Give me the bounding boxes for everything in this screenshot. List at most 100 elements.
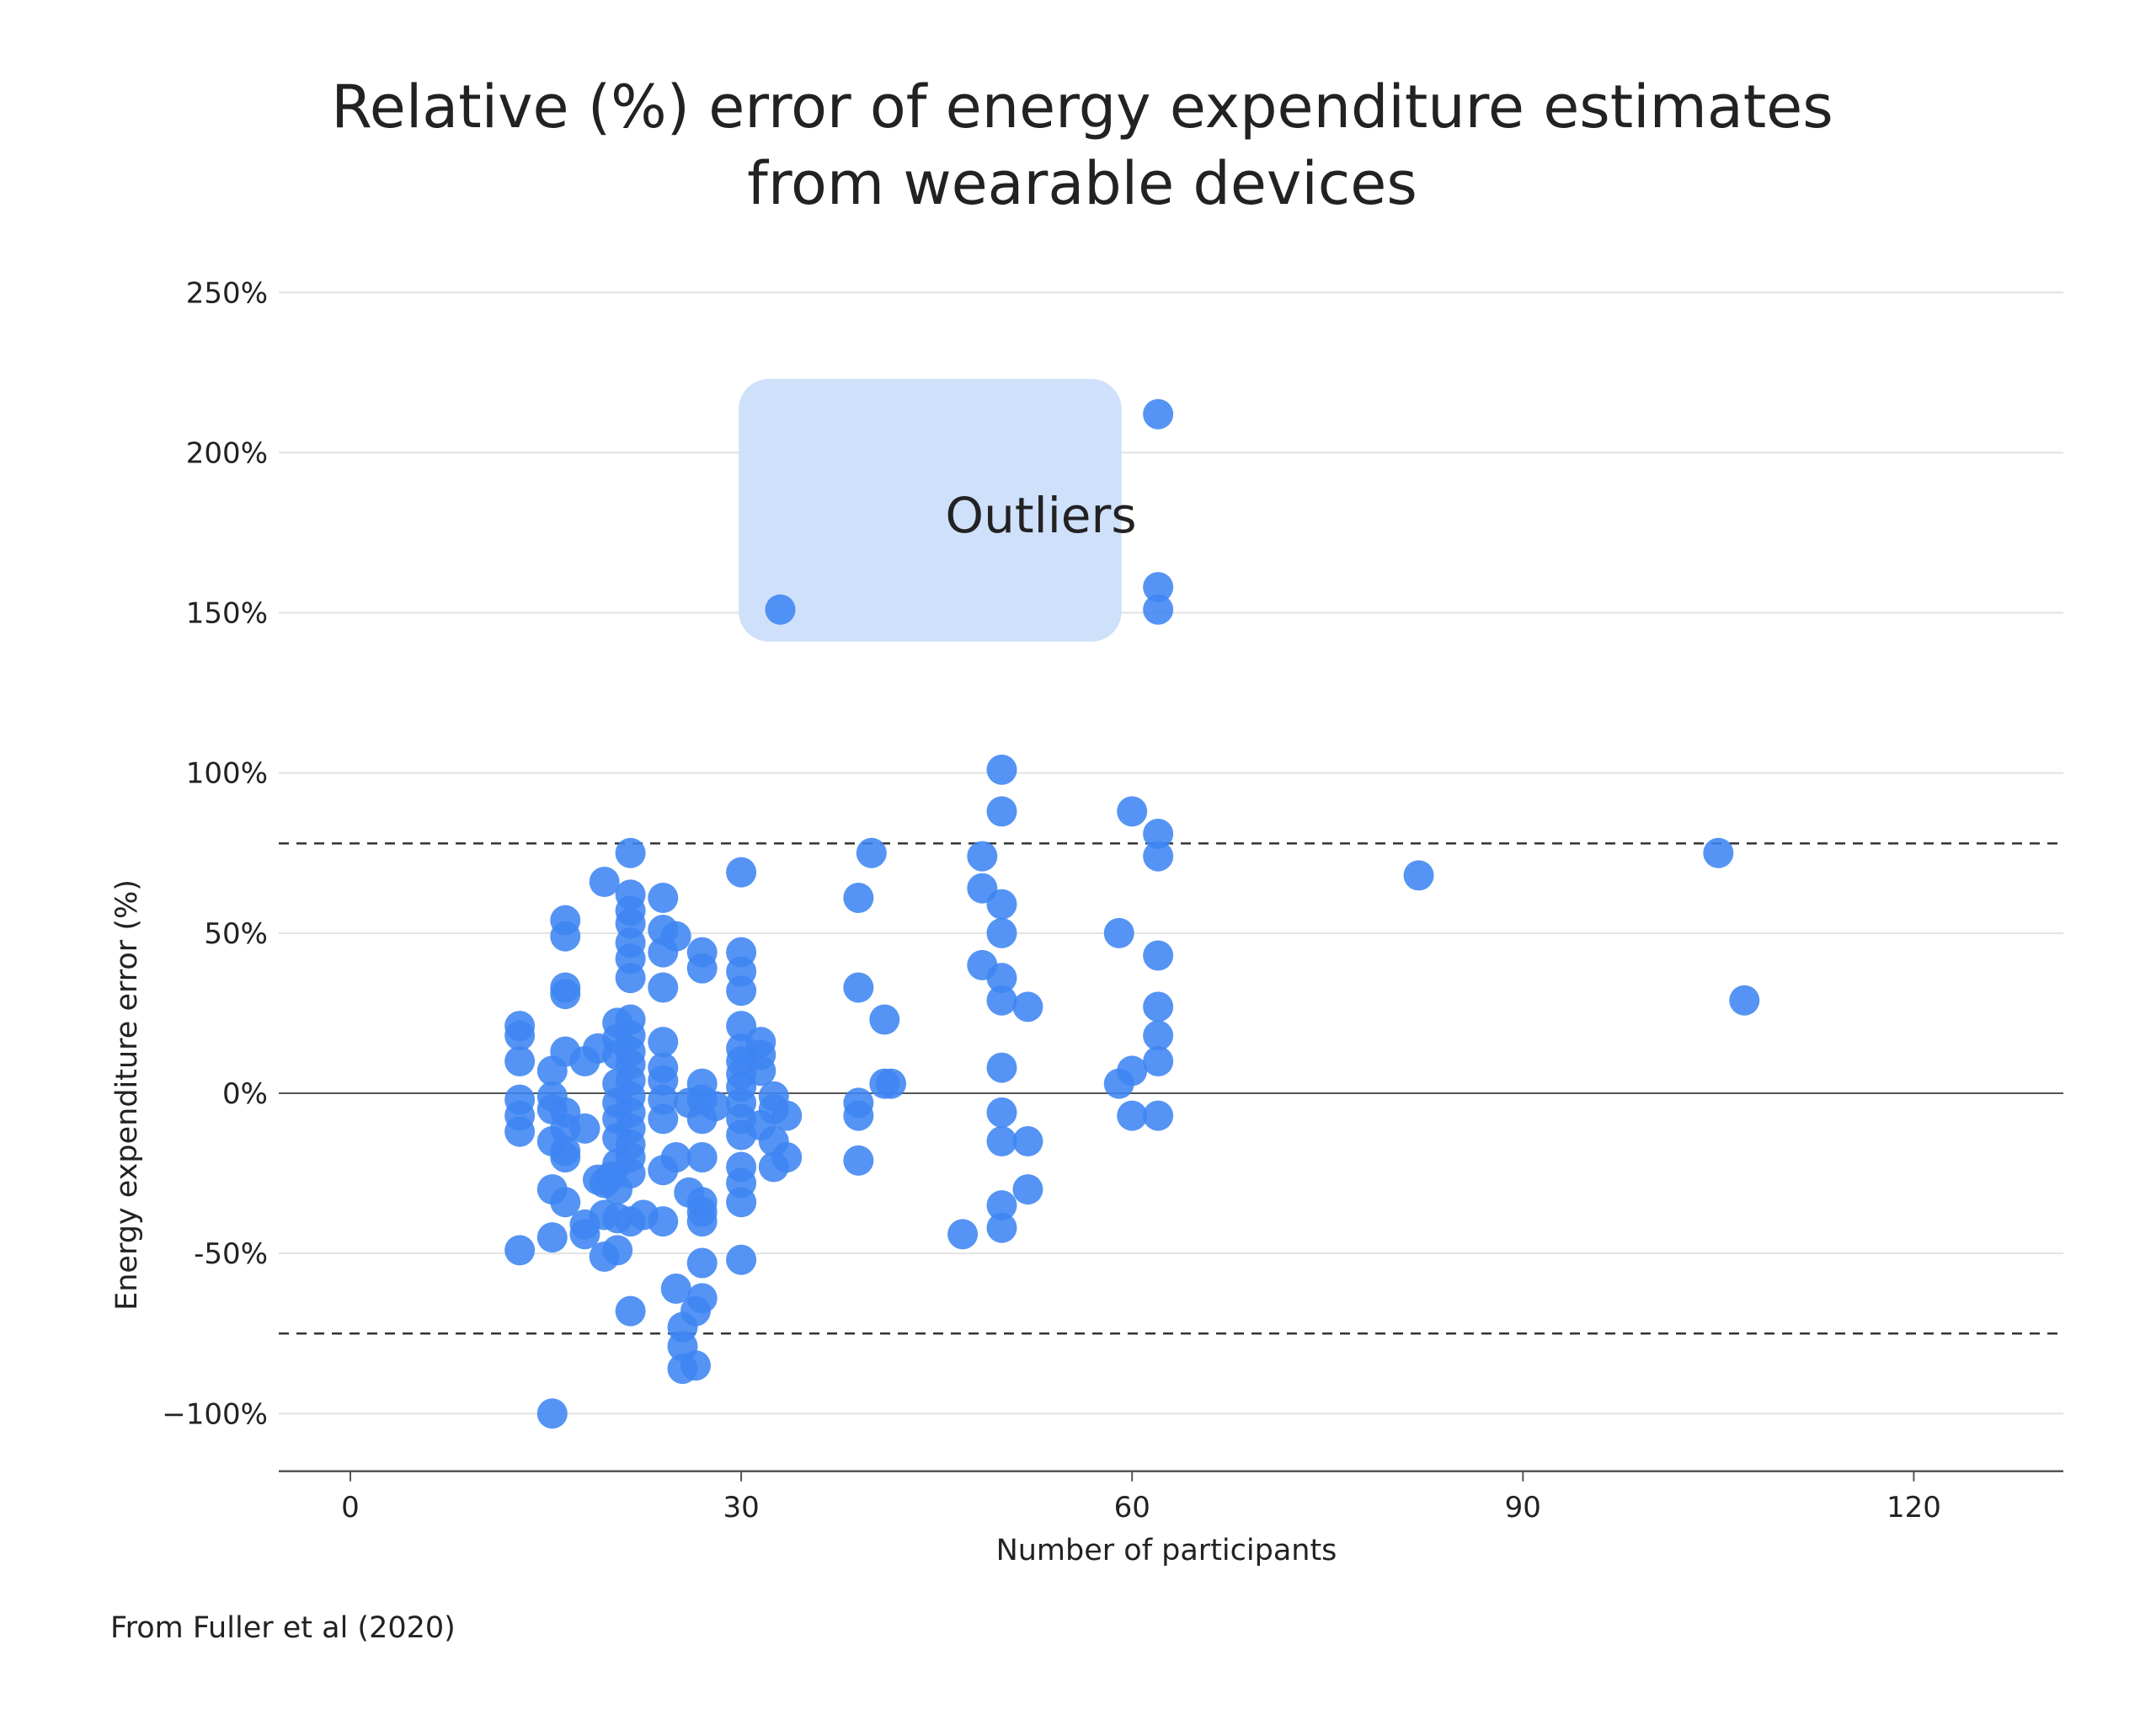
data-point [1103,917,1134,948]
chart-title-line-1: Relative (%) error of energy expenditure… [331,72,1833,141]
data-point [569,1219,600,1250]
y-axis-label: Energy expenditure error (%) [110,879,144,1311]
data-point [660,921,691,952]
data-point [536,1398,568,1429]
data-point [726,1187,757,1218]
x-tick-label: 30 [723,1491,759,1524]
data-point [648,883,679,914]
data-point [648,1103,679,1135]
data-point [504,1045,536,1076]
data-point [1143,1020,1174,1051]
data-point [1143,1100,1174,1131]
data-point [986,796,1017,827]
data-point [569,1113,600,1144]
y-tick-label: 150% [186,597,268,631]
data-point [771,1100,803,1131]
data-point [986,1052,1017,1083]
data-point [1143,841,1174,872]
data-points [504,398,1760,1429]
data-point [1143,572,1174,603]
data-point [615,963,646,994]
data-point [615,837,646,868]
data-point [843,1145,874,1176]
data-point [726,1244,757,1275]
data-point [1729,985,1760,1016]
data-point [1143,398,1174,430]
data-point [1117,796,1148,827]
data-point [615,1295,646,1327]
x-axis-ticks: 0 30 60 90 120 [341,1471,1941,1524]
y-tick-label: 200% [186,436,268,470]
data-point [765,594,796,625]
data-point [843,883,874,914]
data-point [986,917,1017,948]
data-point [602,1235,633,1266]
source-note: From Fuller et al (2020) [110,1611,456,1645]
data-point [648,1206,679,1237]
data-point [869,1004,900,1035]
data-point [700,1091,731,1122]
data-point [1403,860,1434,891]
data-point [680,1350,711,1381]
data-point [726,975,757,1007]
data-point [1012,1174,1043,1205]
data-point [947,1219,979,1250]
data-point [986,985,1017,1016]
data-point [504,1116,536,1147]
data-point [1143,594,1174,625]
data-point [1143,940,1174,971]
data-point [843,1100,874,1131]
y-tick-label: 50% [204,917,268,951]
x-tick-label: 90 [1505,1491,1541,1524]
data-point [986,1212,1017,1243]
data-point [843,972,874,1003]
data-point [1703,837,1734,868]
data-point [504,1020,536,1051]
data-point [589,867,620,898]
axes [279,1092,2063,1473]
data-point [504,1235,536,1266]
data-point [1012,991,1043,1023]
data-point [686,1142,718,1173]
data-point [648,1027,679,1058]
outliers-annotation: Outliers [739,378,1137,642]
x-tick-label: 60 [1114,1491,1150,1524]
data-point [686,1283,718,1314]
y-tick-label: -50% [194,1237,268,1271]
data-point [967,841,998,872]
data-point [745,1055,776,1087]
data-point [1117,1055,1148,1087]
data-point [876,1068,907,1099]
x-axis-label: Number of participants [996,1534,1337,1567]
data-point [1117,1100,1148,1131]
data-point [986,1190,1017,1221]
y-tick-label: 250% [186,276,268,310]
data-point [660,1142,691,1173]
y-tick-label: 100% [186,757,268,791]
data-point [648,972,679,1003]
data-point [660,1273,691,1304]
y-tick-label: −100% [162,1397,268,1431]
data-point [686,953,718,984]
data-point [550,1187,581,1218]
data-point [686,1247,718,1279]
reference-lines [279,842,2063,1335]
data-point [986,889,1017,920]
outliers-box [739,378,1122,642]
data-point [726,857,757,888]
data-point [1143,1045,1174,1076]
data-point [615,1158,646,1189]
x-tick-label: 0 [341,1491,360,1524]
data-point [686,1206,718,1237]
chart-title-line-2: from wearable devices [747,149,1417,218]
outliers-label: Outliers [945,487,1136,544]
data-point [986,963,1017,994]
data-point [1012,1126,1043,1157]
data-point [536,1222,568,1253]
data-point [1143,991,1174,1023]
x-tick-label: 120 [1886,1491,1941,1524]
data-point [771,1142,803,1173]
y-axis-ticks: −100% -50% 0% 50% 100% 150% 200% 250% [162,276,268,1431]
y-tick-label: 0% [222,1077,268,1111]
